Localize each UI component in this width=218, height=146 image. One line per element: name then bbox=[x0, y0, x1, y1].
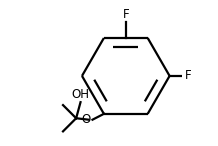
Text: F: F bbox=[123, 8, 129, 21]
Text: F: F bbox=[185, 69, 192, 82]
Text: OH: OH bbox=[72, 88, 90, 101]
Text: O: O bbox=[82, 113, 91, 126]
